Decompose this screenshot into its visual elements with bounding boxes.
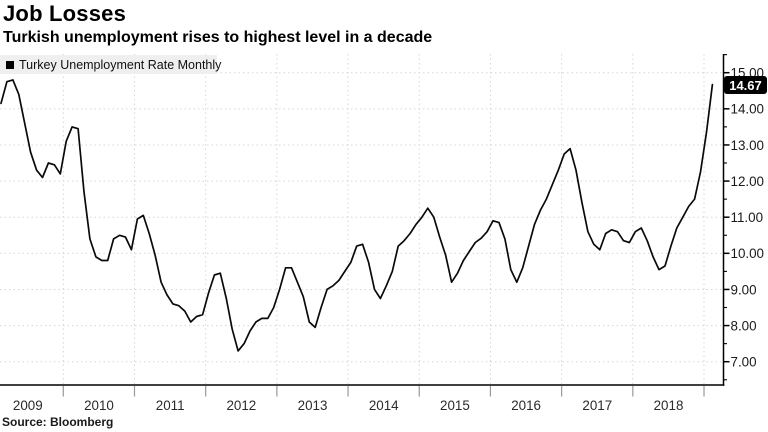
x-tick-label: 2017 (582, 398, 612, 413)
chart-title: Job Losses (3, 1, 127, 26)
x-tick-label: 2018 (654, 398, 684, 413)
x-tick-label: 2013 (298, 398, 328, 413)
y-tick-label: 8.00 (731, 318, 757, 333)
legend-label: Turkey Unemployment Rate Monthly (19, 57, 222, 72)
x-tick-label: 2010 (84, 398, 114, 413)
chart-subtitle: Turkish unemployment rises to highest le… (3, 29, 433, 46)
tick-labels-layer: 15.0014.0013.0012.0011.0010.009.008.007.… (13, 66, 764, 414)
last-value-badge: 14.67 (724, 76, 767, 94)
axis-layer (0, 54, 730, 397)
x-tick-label: 2009 (13, 398, 43, 413)
x-tick-label: 2015 (440, 398, 470, 413)
x-tick-label: 2016 (511, 398, 541, 413)
x-tick-label: 2011 (156, 398, 185, 413)
source-note: Source: Bloomberg (2, 415, 114, 429)
y-tick-label: 7.00 (731, 355, 757, 370)
unemployment-line (0, 79, 714, 352)
y-tick-label: 10.00 (731, 246, 765, 261)
legend-marker-icon (6, 60, 14, 69)
grid-layer (0, 54, 723, 385)
y-tick-label: 13.00 (731, 138, 765, 153)
x-tick-label: 2012 (226, 398, 256, 413)
legend: Turkey Unemployment Rate Monthly (0, 55, 221, 74)
y-tick-label: 11.00 (731, 210, 764, 225)
x-tick-label: 2014 (369, 398, 399, 413)
y-tick-label: 12.00 (731, 174, 765, 189)
y-tick-label: 9.00 (731, 282, 757, 297)
y-tick-label: 14.00 (731, 102, 765, 117)
